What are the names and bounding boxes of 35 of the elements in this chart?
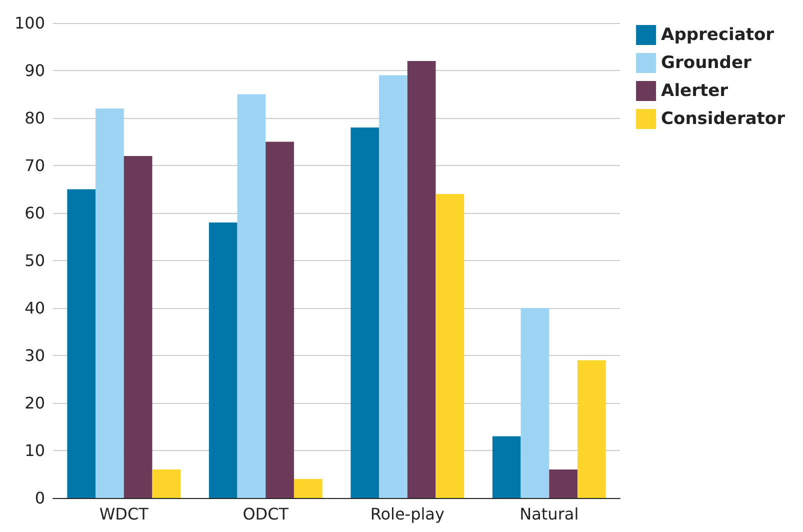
y-tick-label: 80 bbox=[24, 108, 45, 128]
y-tick-label: 0 bbox=[34, 488, 45, 508]
y-tick-label: 40 bbox=[24, 298, 45, 318]
x-tick-label: Natural bbox=[520, 504, 579, 524]
y-tick-label: 10 bbox=[24, 441, 45, 460]
legend-label: Appreciator bbox=[661, 25, 775, 45]
y-tick-label: 70 bbox=[24, 156, 45, 175]
bar bbox=[492, 436, 521, 498]
bar bbox=[549, 470, 578, 498]
bar bbox=[152, 470, 181, 498]
bar bbox=[520, 308, 550, 498]
bar bbox=[379, 75, 408, 498]
bar bbox=[266, 142, 294, 498]
legend-label: Alerter bbox=[661, 81, 729, 101]
bar bbox=[436, 194, 464, 498]
y-tick-label: 20 bbox=[24, 394, 45, 412]
x-tick-label: WDCT bbox=[99, 504, 149, 524]
x-tick-label: Role-play bbox=[370, 504, 444, 524]
bar bbox=[577, 360, 606, 498]
y-tick-label: 30 bbox=[24, 346, 45, 365]
bar bbox=[294, 479, 322, 498]
bar bbox=[350, 128, 380, 498]
bar bbox=[124, 156, 152, 498]
y-tick-label: 50 bbox=[24, 251, 45, 270]
bar bbox=[67, 189, 96, 498]
bar bbox=[96, 108, 124, 498]
legend-label: Grounder bbox=[661, 53, 752, 73]
bar bbox=[237, 94, 266, 498]
y-tick-label: 90 bbox=[24, 61, 45, 80]
bar bbox=[208, 222, 238, 498]
legend-label: Considerator bbox=[661, 109, 786, 129]
x-tick-label: ODCT bbox=[242, 504, 289, 524]
bar bbox=[407, 61, 436, 498]
y-tick-label: 100 bbox=[14, 14, 45, 32]
y-tick-label: 60 bbox=[24, 204, 45, 222]
